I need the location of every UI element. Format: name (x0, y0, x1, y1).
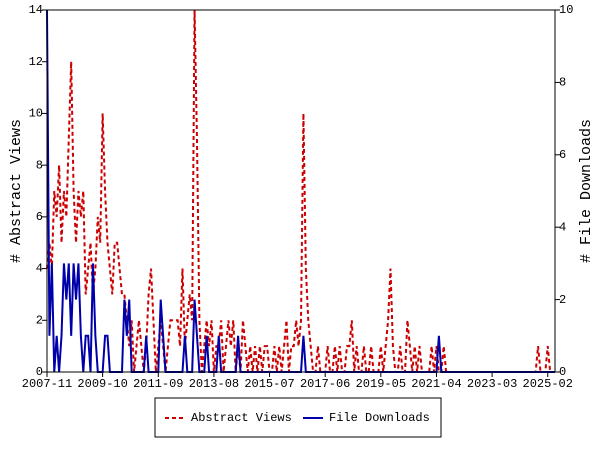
x-tick-label: 2009-10 (77, 377, 127, 391)
legend-label: Abstract Views (191, 411, 292, 425)
legend-box (154, 397, 442, 438)
y-tick-label: 14 (29, 3, 43, 17)
x-tick-label: 2021-04 (411, 377, 461, 391)
y2-axis-title: # File Downloads (578, 119, 595, 263)
x-tick-label: 2025-02 (523, 377, 573, 391)
y-tick-label: 8 (36, 158, 43, 172)
y2-tick-label: 4 (559, 220, 566, 234)
y2-tick-label: 0 (559, 365, 566, 379)
series-line (46, 9, 555, 373)
y-tick-label: 0 (36, 365, 43, 379)
y-tick-label: 10 (29, 107, 43, 121)
y-axis-title: # Abstract Views (8, 119, 25, 263)
y-tick-label: 4 (36, 262, 43, 276)
y-tick-label: 2 (36, 313, 43, 327)
legend-label: File Downloads (329, 411, 430, 425)
x-tick-label: 2013-08 (189, 377, 239, 391)
y-tick-label: 12 (29, 55, 43, 69)
x-tick-label: 2017-06 (300, 377, 350, 391)
x-tick-label: 2019-05 (356, 377, 406, 391)
y-tick-label: 6 (36, 210, 43, 224)
x-tick-label: 2023-03 (467, 377, 517, 391)
y2-tick-label: 8 (559, 76, 566, 90)
x-tick-label: 2007-11 (22, 377, 72, 391)
x-tick-label: 2011-09 (133, 377, 183, 391)
y2-tick-label: 6 (559, 148, 566, 162)
x-tick-label: 2015-07 (244, 377, 294, 391)
y2-tick-label: 2 (559, 293, 566, 307)
plot-frame (46, 9, 556, 373)
y2-tick-label: 10 (559, 3, 573, 17)
